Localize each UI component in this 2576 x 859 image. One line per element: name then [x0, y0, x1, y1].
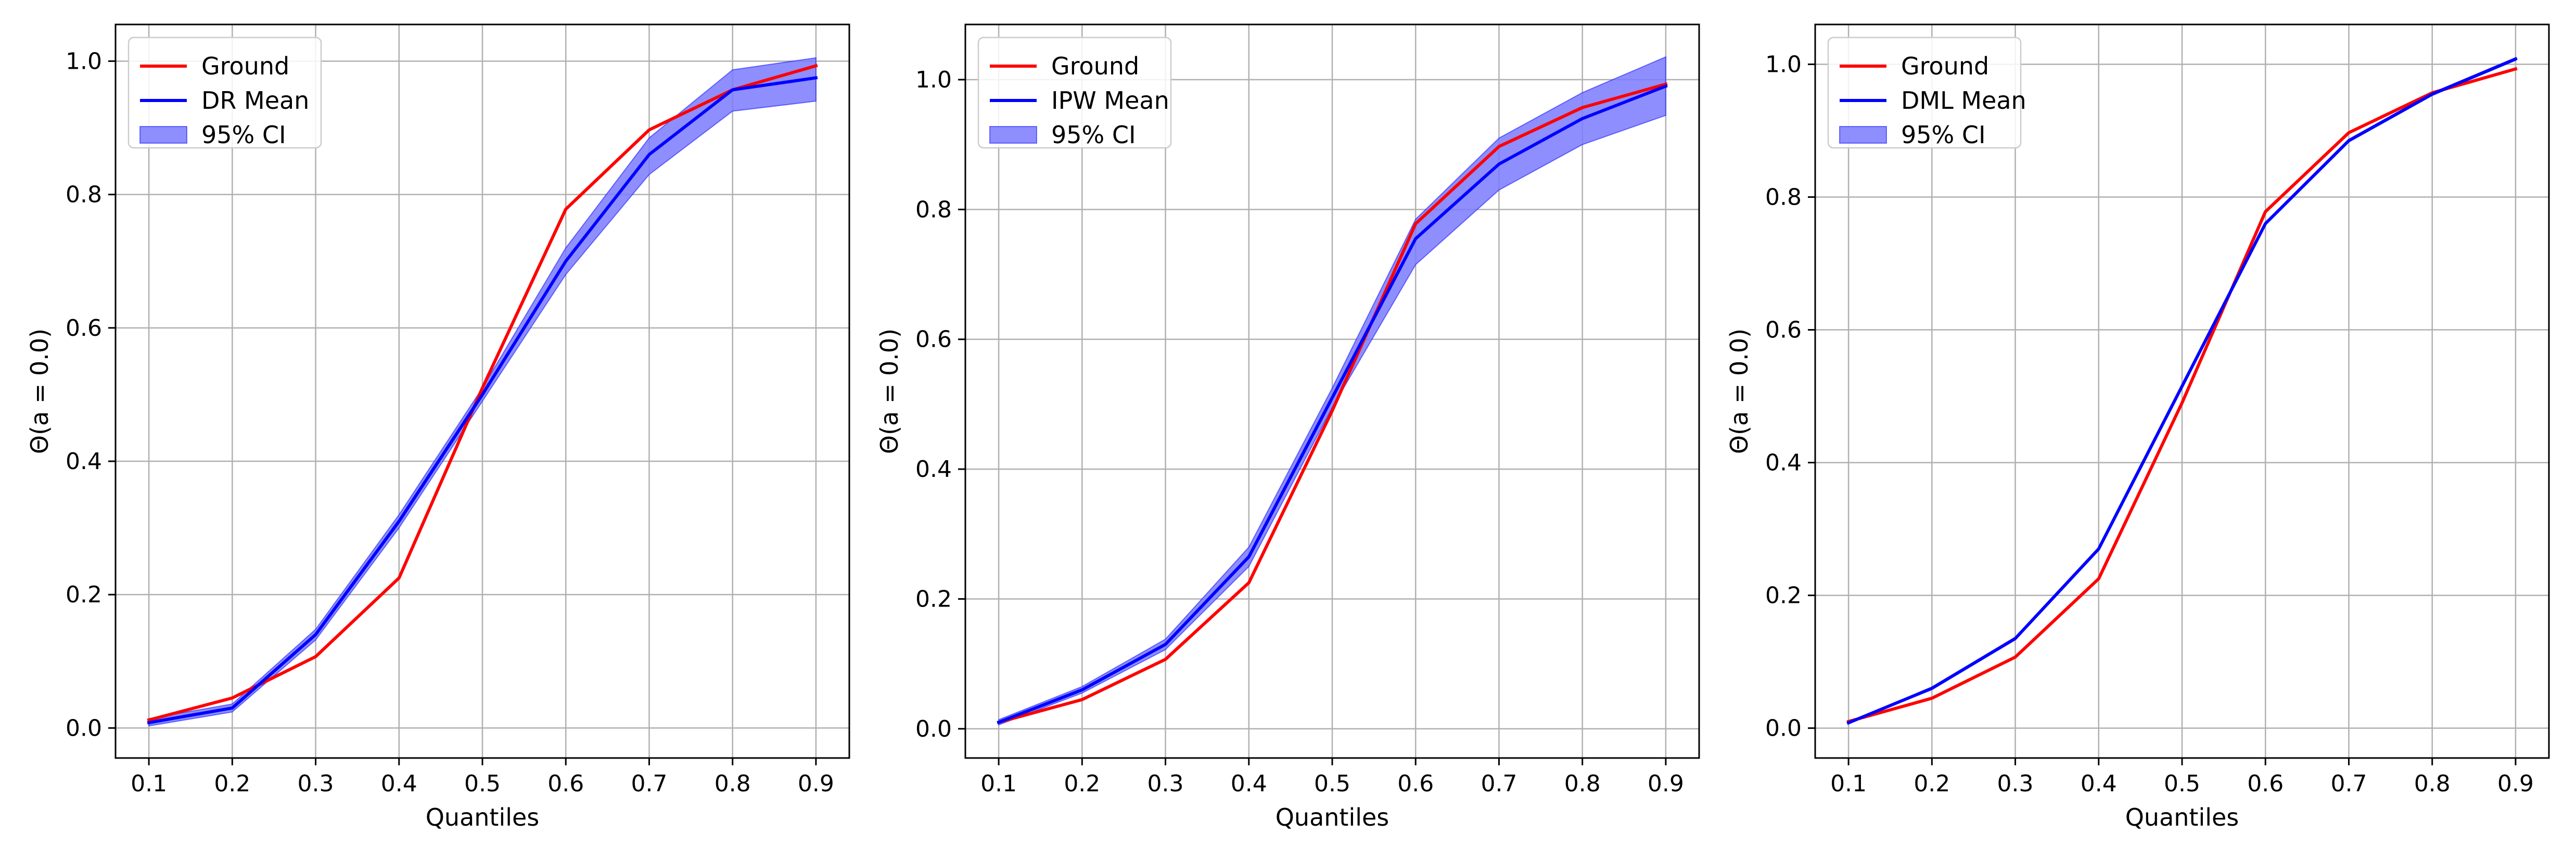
chart-3-series-ground-line — [1846, 67, 2518, 724]
chart-2-legend-swatch-ci — [989, 126, 1037, 144]
chart-2-y-tick-label-0: 0.0 — [915, 716, 952, 742]
chart-3-legend-swatch-ci — [1839, 126, 1887, 144]
chart-2-legend-label-ground: Ground — [1051, 52, 1139, 80]
chart-3-x-tick-label-7: 0.8 — [2414, 770, 2451, 797]
chart-3-y-tick-label-2: 0.4 — [1765, 450, 1802, 476]
chart-2-legend: Ground IPW Mean 95% CI — [977, 36, 1172, 149]
chart-1-x-tick-label-4: 0.5 — [464, 770, 501, 797]
chart-2-x-tick-label-7: 0.8 — [1564, 770, 1601, 797]
chart-2-y-tick-label-4: 0.8 — [915, 196, 952, 223]
chart-1: 0.1 0.2 0.3 0.4 0.5 0.6 0.7 0.8 0.9 0.0 0.2 0.4 0.6 0… — [25, 23, 850, 831]
chart-1-series-mean-line — [147, 76, 818, 725]
chart-1-y-tick-label-0: 0.0 — [66, 715, 102, 741]
chart-3: 0.1 0.2 0.3 0.4 0.5 0.6 0.7 0.8 0.9 0.0 0.2 0.4 0.6 0… — [1725, 23, 2550, 831]
chart-2-x-tick-label-6: 0.7 — [1481, 770, 1517, 797]
chart-3-x-tick-label-4: 0.5 — [2164, 770, 2200, 797]
chart-2-y-axis-label: Θ(a = 0.0) — [875, 329, 903, 454]
chart-2-x-tick-label-8: 0.9 — [1648, 770, 1684, 797]
chart-2-series-mean-line — [997, 84, 1668, 725]
chart-3-y-tick-label-4: 0.8 — [1765, 184, 1802, 211]
chart-2-y-tick-label-1: 0.2 — [915, 586, 952, 613]
chart-2-x-tick-label-0: 0.1 — [980, 770, 1017, 797]
chart-1-legend-label-ci: 95% CI — [201, 121, 286, 149]
chart-1-x-tick-label-6: 0.7 — [631, 770, 667, 797]
chart-1-y-tick-label-3: 0.6 — [66, 315, 102, 342]
chart-3-y-tick-label-3: 0.6 — [1765, 317, 1802, 344]
chart-1-x-axis-label: Quantiles — [426, 803, 540, 831]
chart-2-x-tick-label-3: 0.4 — [1231, 770, 1267, 797]
chart-1-x-tick-label-0: 0.1 — [131, 770, 167, 797]
chart-1-y-tick-label-5: 1.0 — [66, 48, 102, 74]
chart-2-legend-label-mean: IPW Mean — [1051, 86, 1169, 115]
chart-2-x-tick-label-4: 0.5 — [1314, 770, 1350, 797]
chart-1-x-tick-label-2: 0.3 — [298, 770, 334, 797]
chart-2-y-tick-label-5: 1.0 — [915, 67, 952, 93]
chart-3-x-tick-label-1: 0.2 — [1914, 770, 1950, 797]
chart-1-y-tick-label-2: 0.4 — [66, 448, 102, 475]
chart-3-x-axis-label: Quantiles — [2125, 803, 2239, 831]
chart-3-x-tick-label-3: 0.4 — [2081, 770, 2117, 797]
chart-2-x-tick-label-1: 0.2 — [1064, 770, 1100, 797]
chart-3-y-axis-label: Θ(a = 0.0) — [1725, 329, 1753, 454]
chart-3-x-tick-label-0: 0.1 — [1830, 770, 1867, 797]
chart-1-x-tick-label-7: 0.8 — [715, 770, 751, 797]
chart-1-x-tick-label-3: 0.4 — [381, 770, 417, 797]
chart-2-y-tick-label-3: 0.6 — [915, 326, 952, 353]
chart-2: 0.1 0.2 0.3 0.4 0.5 0.6 0.7 0.8 0.9 0.0 0.2 0.4 0.6 0… — [875, 23, 1700, 831]
chart-1-y-tick-label-1: 0.2 — [66, 582, 102, 608]
chart-2-x-axis-label: Quantiles — [1276, 803, 1389, 831]
chart-1-legend-label-ground: Ground — [201, 52, 289, 80]
chart-1-x-tick-label-8: 0.9 — [798, 770, 834, 797]
chart-1-legend: Ground DR Mean 95% CI — [127, 36, 322, 149]
chart-1-legend-swatch-ci — [139, 126, 187, 144]
chart-2-ci-band — [998, 56, 1666, 726]
chart-3-x-tick-label-8: 0.9 — [2497, 770, 2534, 797]
chart-3-legend-label-ci: 95% CI — [1901, 121, 1986, 149]
chart-1-x-tick-label-1: 0.2 — [214, 770, 250, 797]
chart-1-x-tick-label-5: 0.6 — [547, 770, 584, 797]
chart-2-x-tick-label-2: 0.3 — [1147, 770, 1184, 797]
chart-1-y-tick-label-4: 0.8 — [66, 182, 102, 208]
chart-1-y-axis-label: Θ(a = 0.0) — [25, 329, 54, 454]
chart-2-x-tick-label-5: 0.6 — [1397, 770, 1434, 797]
chart-1-legend-label-mean: DR Mean — [201, 86, 309, 115]
chart-3-y-tick-label-1: 0.2 — [1765, 583, 1802, 609]
chart-3-legend-label-mean: DML Mean — [1901, 86, 2026, 115]
chart-3-legend: Ground DML Mean 95% CI — [1827, 36, 2026, 149]
chart-3-y-tick-label-5: 1.0 — [1765, 52, 1802, 78]
chart-2-legend-label-ci: 95% CI — [1051, 121, 1136, 149]
chart-3-legend-label-ground: Ground — [1901, 52, 1989, 80]
chart-3-series-mean-line — [1846, 57, 2518, 725]
chart-3-y-tick-label-0: 0.0 — [1765, 715, 1802, 742]
chart-3-x-tick-label-5: 0.6 — [2247, 770, 2284, 797]
chart-2-y-tick-label-2: 0.4 — [915, 456, 952, 483]
chart-3-x-tick-label-2: 0.3 — [1997, 770, 2034, 797]
chart-3-x-tick-label-6: 0.7 — [2330, 770, 2367, 797]
chart-2-series-ground-line — [997, 82, 1668, 725]
